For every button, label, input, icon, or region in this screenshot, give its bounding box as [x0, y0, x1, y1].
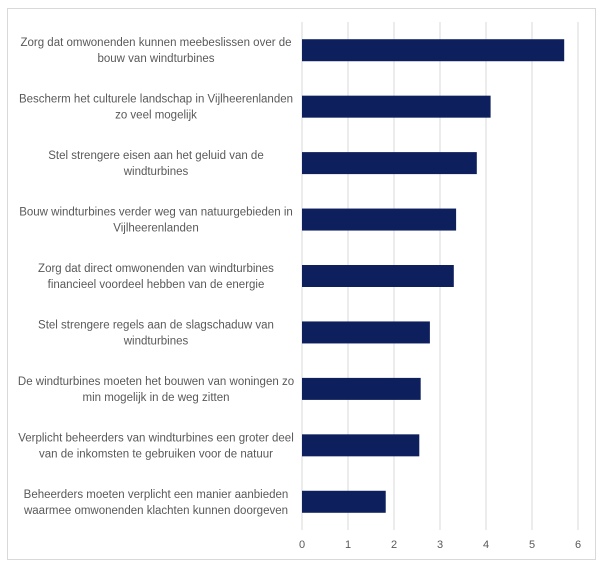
- x-tick-label: 0: [299, 539, 305, 551]
- category-label-line: Zorg dat direct omwonenden van windturbi…: [38, 263, 274, 275]
- category-label: Zorg dat direct omwonenden van windturbi…: [38, 263, 274, 291]
- category-label-line: Beheerders moeten verplicht een manier a…: [24, 489, 289, 501]
- chart-frame: [7, 8, 596, 560]
- x-tick-label: 3: [437, 539, 443, 551]
- category-label-line: van de inkomsten te gebruiken voor de na…: [39, 448, 273, 460]
- bar: [302, 152, 477, 175]
- category-label: Stel strengere eisen aan het geluid van …: [48, 150, 263, 178]
- bar: [302, 434, 420, 457]
- bar: [302, 490, 386, 513]
- category-label-line: windturbines: [123, 335, 189, 347]
- category-label-line: Bouw windturbines verder weg van natuurg…: [19, 207, 293, 219]
- category-label-line: Stel strengere regels aan de slagschaduw…: [38, 319, 274, 331]
- x-tick-label: 5: [529, 539, 535, 551]
- category-label-line: waarmee omwonenden klachten kunnen doorg…: [23, 505, 288, 517]
- category-label-line: bouw van windturbines: [98, 53, 215, 65]
- bars: [302, 39, 565, 513]
- category-label-line: windturbines: [123, 166, 189, 178]
- category-label-line: Vijlheerenlanden: [113, 223, 198, 235]
- category-label: Bescherm het culturele landschap in Vijl…: [19, 94, 293, 122]
- category-label-line: De windturbines moeten het bouwen van wo…: [18, 376, 294, 388]
- bar: [302, 95, 491, 118]
- bar: [302, 321, 430, 344]
- bar: [302, 39, 565, 62]
- category-label-line: Zorg dat omwonenden kunnen meebeslissen …: [20, 37, 291, 49]
- x-tick-label: 2: [391, 539, 397, 551]
- x-tick-label: 4: [483, 539, 489, 551]
- category-label: Bouw windturbines verder weg van natuurg…: [19, 207, 293, 235]
- category-labels: Zorg dat omwonenden kunnen meebeslissen …: [18, 37, 294, 517]
- x-tick-label: 6: [575, 539, 581, 551]
- category-label-line: zo veel mogelijk: [115, 110, 197, 122]
- category-label-line: min mogelijk in de weg zitten: [82, 392, 229, 404]
- category-label: Zorg dat omwonenden kunnen meebeslissen …: [20, 37, 291, 65]
- bar: [302, 377, 421, 400]
- category-label-line: financieel voordeel hebben van de energi…: [48, 279, 265, 291]
- x-tick-labels: 0 1 2 3 4 5 6: [299, 539, 581, 551]
- bar: [302, 208, 457, 231]
- category-label-line: Verplicht beheerders van windturbines ee…: [18, 432, 294, 444]
- category-label: De windturbines moeten het bouwen van wo…: [18, 376, 294, 404]
- bar: [302, 265, 454, 287]
- category-label: Beheerders moeten verplicht een manier a…: [23, 489, 288, 517]
- category-label: Verplicht beheerders van windturbines ee…: [18, 432, 294, 460]
- category-label: Stel strengere regels aan de slagschaduw…: [38, 319, 274, 347]
- category-label-line: Stel strengere eisen aan het geluid van …: [48, 150, 263, 162]
- category-label-line: Bescherm het culturele landschap in Vijl…: [19, 94, 293, 106]
- x-tick-label: 1: [345, 539, 351, 551]
